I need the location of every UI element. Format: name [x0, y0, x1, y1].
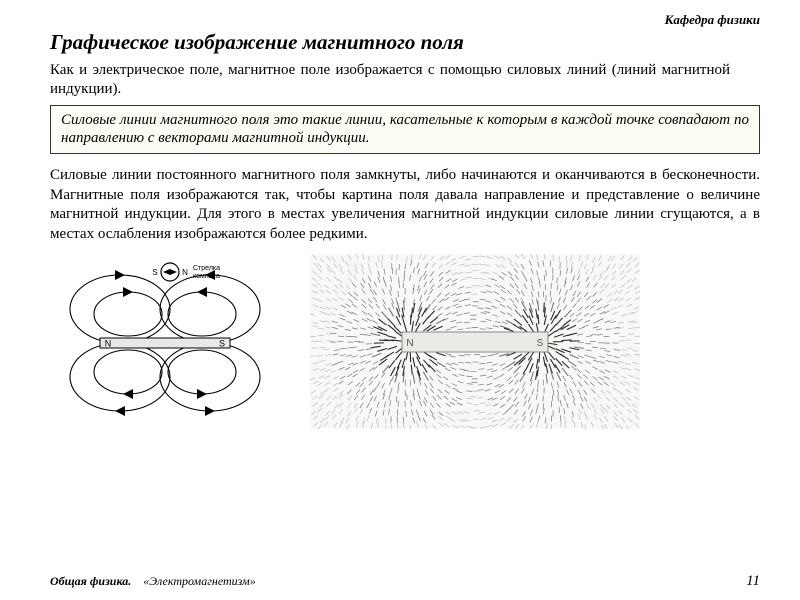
figure-left-field-lines: N S S N Стрелкакомпаса — [50, 254, 280, 429]
page-title: Графическое изображение магнитного поля — [50, 30, 760, 55]
body-paragraph: Силовые линии постоянного магнитного пол… — [50, 166, 760, 244]
svg-text:S: S — [219, 339, 225, 349]
footer-topic: «Электромагнетизм» — [143, 574, 255, 588]
footer-course: Общая физика. — [50, 574, 131, 588]
page-number: 11 — [746, 573, 760, 590]
definition-box: Силовые линии магнитного поля это такие … — [50, 105, 760, 155]
svg-text:Стрелка: Стрелка — [193, 265, 220, 272]
figure-right-iron-filings: NS — [310, 254, 640, 429]
svg-text:компаса: компаса — [193, 273, 220, 280]
intro-paragraph: Как и электрическое поле, магнитное поле… — [50, 61, 760, 99]
department-label: Кафедра физики — [50, 12, 760, 28]
svg-text:S: S — [152, 268, 157, 277]
figures-row: NSSNСтрелкакомпаса NS — [50, 254, 760, 429]
svg-text:N: N — [406, 338, 413, 349]
svg-text:N: N — [182, 268, 188, 277]
footer: Общая физика. «Электромагнетизм» 11 — [50, 573, 760, 590]
svg-text:N: N — [105, 339, 112, 349]
svg-text:S: S — [537, 338, 544, 349]
